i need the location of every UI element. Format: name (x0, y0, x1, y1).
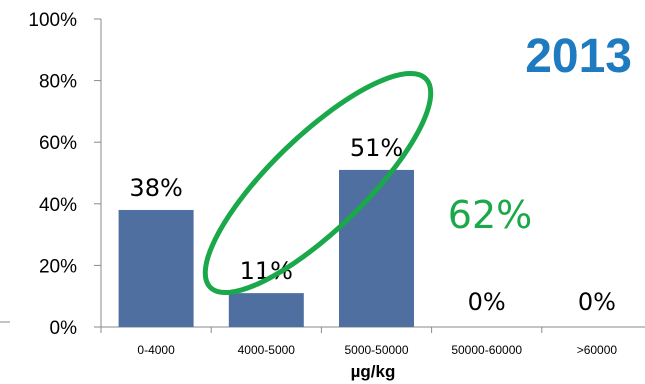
bar-4000-5000 (228, 293, 304, 327)
x-tick-label: >60000 (577, 343, 618, 357)
chart-title: 2013 (525, 30, 632, 83)
x-axis: 0-4000 4000-5000 5000-50000 50000-60000 >600… (100, 326, 645, 357)
bar-0-4000 (118, 209, 194, 327)
y-tick-label: 80% (39, 72, 77, 93)
bar-5000-50000 (339, 169, 414, 327)
y-tick-label: 0% (50, 318, 78, 339)
y-axis: 0% 20% 40% 60% 80% 100% (0, 10, 102, 339)
highlight-ellipse (202, 70, 434, 296)
highlight-annotation: 62% (448, 193, 532, 237)
y-tick-label: 20% (39, 256, 77, 277)
y-tick-label: 60% (39, 133, 77, 154)
x-tick-label: 5000-50000 (344, 343, 408, 357)
data-label: 0% (468, 288, 506, 316)
x-tick-label: 4000-5000 (238, 343, 296, 357)
data-label: 51% (350, 134, 403, 162)
x-tick-label: 50000-60000 (451, 343, 522, 357)
data-labels: 38%11%51%0% 0% (129, 134, 616, 316)
y-tick-label: 40% (39, 195, 77, 216)
bars (118, 169, 414, 327)
data-label: 38% (129, 174, 182, 202)
x-tick-label: 0-4000 (137, 343, 175, 357)
data-label: 0% (578, 288, 616, 316)
x-axis-label: µg/kg (351, 362, 396, 381)
y-tick-label: 100% (28, 10, 77, 31)
